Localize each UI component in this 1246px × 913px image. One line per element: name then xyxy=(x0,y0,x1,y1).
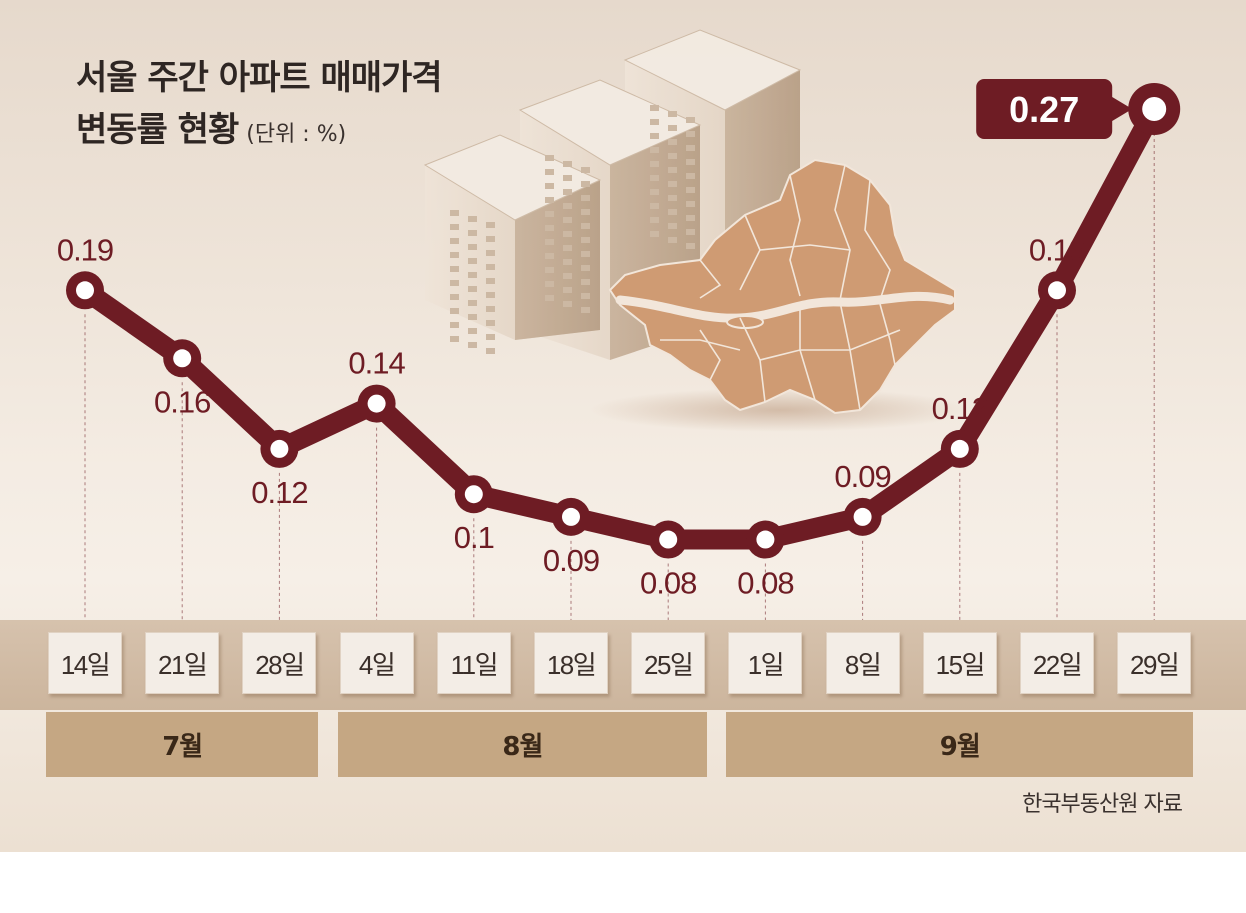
series-line xyxy=(75,99,1165,550)
data-point-dot-3 xyxy=(367,394,386,413)
day-tick-label-5: 18일 xyxy=(534,632,608,694)
data-point-dot-8 xyxy=(853,507,872,526)
value-label-1: 0.16 xyxy=(154,384,210,419)
data-point-dot-1 xyxy=(173,349,192,368)
value-label-6: 0.08 xyxy=(640,566,696,601)
title-line-2: 변동률 현황 (단위 : %) xyxy=(76,104,442,161)
highlight-value-label: 0.27 xyxy=(1009,89,1079,130)
day-axis: 14일 21일 28일 4일 11일 18일 25일 1일 8일 15일 22일 29일 xyxy=(0,620,1246,710)
day-tick-label-6: 25일 xyxy=(631,632,706,694)
value-label-10: 0.19 xyxy=(1029,232,1085,267)
value-label-0: 0.19 xyxy=(57,232,113,267)
data-point-dot-7 xyxy=(756,530,775,549)
title-line-1: 서울 주간 아파트 매매가격 xyxy=(76,58,443,98)
data-point-dot-5 xyxy=(562,507,580,526)
day-tick-label-4: 11일 xyxy=(436,632,511,694)
data-point-dot-11 xyxy=(1142,97,1167,121)
value-label-2: 0.12 xyxy=(251,475,307,510)
value-label-9: 0.12 xyxy=(932,391,988,426)
chart-title: 서울 주간 아파트 매매가격 변동률 현황 (단위 : %) xyxy=(76,52,443,161)
day-tick-label-11: 29일 xyxy=(1117,632,1192,694)
highlight-badge xyxy=(976,79,1133,139)
data-point-dot-9 xyxy=(950,439,969,458)
day-tick-label-9: 15일 xyxy=(922,632,997,694)
series-markers xyxy=(66,83,1181,559)
title-line-2-text: 변동률 현황 xyxy=(76,110,239,150)
data-point-dot-2 xyxy=(270,439,289,458)
month-label-1: 8월 xyxy=(337,712,708,777)
day-tick-label-10: 22일 xyxy=(1020,632,1094,694)
data-point-dot-6 xyxy=(659,530,678,549)
value-labels: 0.19 0.16 0.12 0.14 0.1 0.09 0.08 0.08 0.09 0.12 0… xyxy=(57,232,1086,601)
value-label-7: 0.08 xyxy=(737,566,793,601)
seoul-map-illustration xyxy=(590,158,970,432)
series-path xyxy=(75,99,1165,550)
data-point-dot-0 xyxy=(76,281,94,300)
month-label-0: 7월 xyxy=(46,712,319,777)
day-tick-label-3: 4일 xyxy=(339,632,414,694)
data-point-dot-4 xyxy=(464,485,483,504)
value-label-4: 0.1 xyxy=(454,520,494,555)
value-label-8: 0.09 xyxy=(834,459,890,494)
data-point-dot-10 xyxy=(1048,281,1066,300)
guide-lines xyxy=(84,133,1155,632)
day-tick-label-2: 28일 xyxy=(242,632,317,694)
unit-label: (단위 : %) xyxy=(246,122,347,147)
day-tick-label-0: 14일 xyxy=(48,632,122,694)
highlight-callout: 0.27 xyxy=(976,79,1133,139)
day-tick-label-7: 1일 xyxy=(728,632,803,694)
source-note: 한국부동산원 자료 xyxy=(1022,792,1183,817)
day-tick-label-1: 21일 xyxy=(145,632,220,694)
day-tick-label-8: 8일 xyxy=(825,632,900,694)
value-label-3: 0.14 xyxy=(348,346,405,381)
value-label-5: 0.09 xyxy=(543,543,599,578)
month-label-2: 9월 xyxy=(726,712,1194,777)
